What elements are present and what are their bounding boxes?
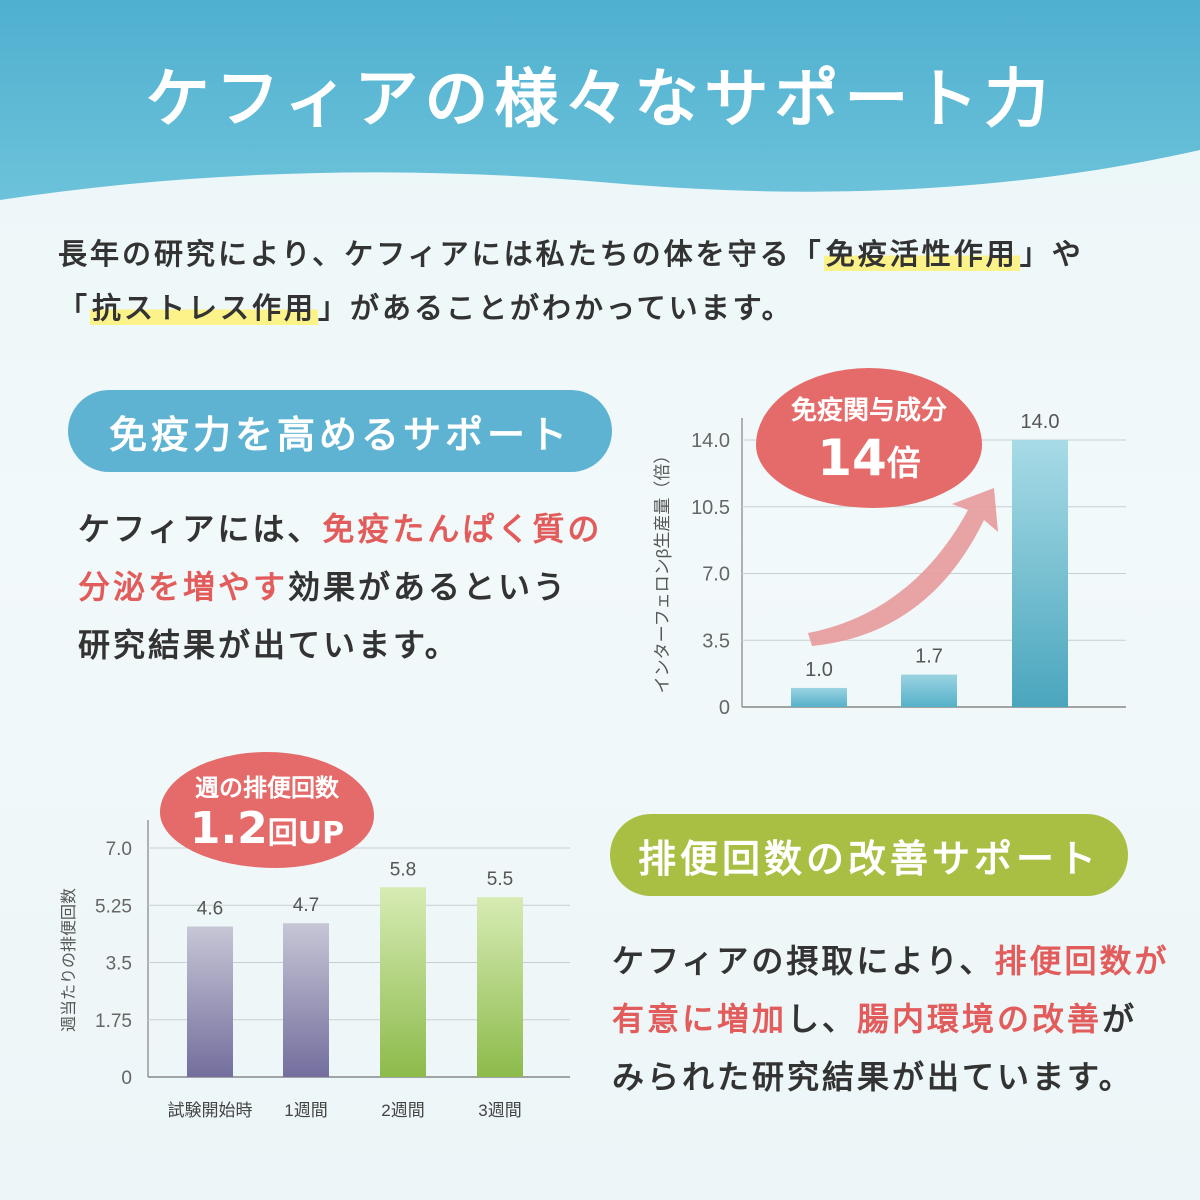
bowel-section-heading: 排便回数の改善サポート (610, 814, 1128, 896)
immune-emphasis: 分泌を増やす (78, 568, 289, 606)
bowel-badge-number: 1.2 (189, 803, 268, 854)
y-tick-label: 3.5 (702, 630, 730, 652)
bar-value-label: 4.7 (293, 895, 319, 916)
y-tick-label: 1.75 (95, 1011, 132, 1032)
bar (283, 923, 329, 1077)
bar (187, 926, 233, 1077)
y-axis-label: 週当たりの排便回数 (60, 888, 78, 1032)
intro-text: 長年の研究により、ケフィアには私たちの体を守る「 (58, 237, 824, 271)
x-tick-label: 3週間 (478, 1101, 521, 1120)
intro-text: 」や (1019, 237, 1084, 271)
bar (380, 887, 426, 1077)
bowel-text: し、 (787, 1000, 858, 1038)
y-tick-label: 5.25 (95, 896, 132, 917)
bar-value-label: 1.7 (915, 646, 943, 668)
bowel-chart: 0 1.75 3.5 5.25 7.0 週当たりの排便回数 4.6 試験開始時 4.7 1週間 5.… (60, 820, 570, 1120)
bowel-badge-unit: 回UP (267, 816, 345, 851)
x-tick-label: 試験開始時 (168, 1101, 253, 1120)
bar (901, 674, 957, 707)
immune-badge-label: 免疫関与成分 (790, 396, 947, 426)
bowel-emphasis: 排便回数が (994, 942, 1170, 980)
intro-line-2: 「抗ストレス作用」があることがわかっています。 (58, 288, 1158, 328)
bowel-emphasis: 腸内環境の改善 (857, 1000, 1103, 1038)
bar-value-label: 5.5 (487, 869, 513, 890)
x-tick-label: 1週間 (284, 1101, 327, 1120)
y-tick-label: 14.0 (691, 430, 730, 452)
increase-arrow-icon (808, 488, 998, 646)
bowel-text: みられた研究結果が出ています。 (612, 1058, 1134, 1096)
bar-value-label: 4.6 (197, 899, 223, 920)
bowel-badge-label: 週の排便回数 (195, 774, 339, 802)
immune-text: 研究結果が出ています。 (78, 626, 460, 664)
immune-text: 効果があるという (288, 568, 569, 606)
bar (477, 897, 523, 1077)
page-title: ケフィアの様々なサポート力 (145, 63, 1055, 137)
bar-value-label: 1.0 (805, 659, 833, 681)
y-axis-label: インターフェロンβ生産量（倍） (653, 447, 672, 694)
immune-badge-number: 14 (817, 429, 887, 487)
bowel-text: ケフィアの摂取により、 (612, 942, 995, 980)
header-banner: ケフィアの様々なサポート力 (0, 0, 1200, 210)
immune-badge-unit: 倍 (886, 444, 921, 484)
y-tick-label: 7.0 (702, 564, 730, 586)
bowel-text: が (1102, 1000, 1138, 1038)
bar (1012, 440, 1068, 707)
intro-text: 「 (58, 291, 91, 325)
y-tick-label: 3.5 (106, 954, 132, 975)
bar-value-label: 14.0 (1021, 411, 1060, 433)
bar-value-label: 5.8 (390, 859, 416, 880)
immune-section-heading: 免疫力を高めるサポート (68, 390, 612, 472)
bowel-badge: 週の排便回数 1.2回UP (160, 752, 374, 868)
y-tick-label: 0 (719, 697, 730, 719)
header-wave (0, 0, 1200, 200)
bowel-emphasis: 有意に増加 (612, 1000, 788, 1038)
immune-emphasis: 免疫たんぱく質の (322, 510, 603, 548)
x-tick-label: 2週間 (381, 1101, 424, 1120)
y-tick-label: 7.0 (106, 839, 132, 860)
bar (791, 687, 847, 707)
intro-text: 」があることがわかっています。 (318, 291, 794, 325)
immune-description: ケフィアには、免疫たんぱく質の 分泌を増やす効果があるという 研究結果が出ていま… (78, 500, 602, 674)
intro-highlight: 抗ストレス作用 (90, 291, 319, 325)
bowel-description: ケフィアの摂取により、排便回数が 有意に増加し、腸内環境の改善が みられた研究結… (612, 932, 1169, 1106)
intro-highlight: 免疫活性作用 (823, 237, 1020, 271)
immune-badge: 免疫関与成分 14倍 (756, 368, 982, 508)
y-tick-label: 0 (121, 1068, 132, 1089)
intro-line-1: 長年の研究により、ケフィアには私たちの体を守る「免疫活性作用」や (58, 234, 1158, 274)
y-tick-label: 10.5 (691, 497, 730, 519)
immune-text: ケフィアには、 (78, 510, 323, 548)
